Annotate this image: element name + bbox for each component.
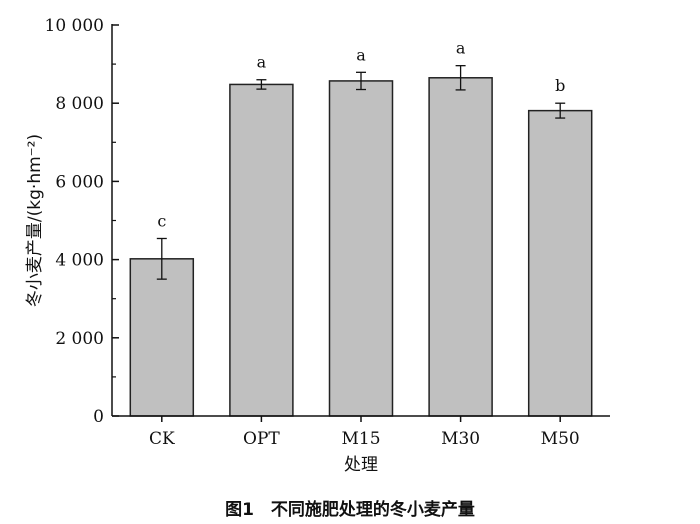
x-tick-label: M30: [441, 429, 480, 449]
significance-letter: b: [555, 76, 565, 95]
significance-letter: a: [356, 45, 366, 64]
bar: [527, 109, 593, 417]
significance-letter: a: [257, 53, 267, 72]
significance-letter: a: [456, 39, 466, 58]
y-tick-label: 8 000: [55, 94, 104, 114]
x-tick-label: M50: [541, 429, 580, 449]
bar: [129, 258, 195, 417]
x-tick-label: CK: [149, 429, 175, 449]
x-axis-title: 处理: [344, 455, 378, 475]
y-axis-title: 冬小麦产量/(kg·hm⁻²): [25, 134, 45, 307]
y-tick-label: 2 000: [55, 329, 104, 349]
x-tick-label: M15: [341, 429, 380, 449]
y-tick-label: 6 000: [55, 172, 104, 192]
y-tick-label: 0: [93, 407, 104, 427]
bar: [328, 80, 394, 417]
x-tick-label: OPT: [243, 429, 280, 449]
bars: [129, 77, 593, 417]
bar: [428, 77, 493, 417]
significance-letter: c: [157, 211, 166, 230]
y-tick-label: 4 000: [55, 251, 104, 271]
y-tick-label: 10 000: [45, 16, 104, 36]
y-axis-ticks: 0 2 000 4 000 6 000 8 000 10 000: [45, 16, 119, 427]
x-axis-ticks: CK OPT M15 M30 M50: [149, 416, 580, 449]
bar: [229, 83, 294, 417]
significance-labels: c a a a b: [157, 39, 565, 231]
error-bars: [156, 65, 566, 280]
figure-caption: 图1 不同施肥处理的冬小麦产量: [225, 499, 475, 520]
